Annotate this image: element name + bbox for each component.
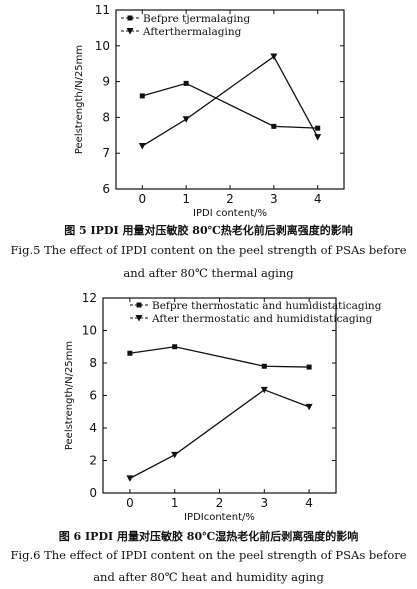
chart1-series-2-point (270, 53, 278, 61)
chart2-x-tick-label: 2 (216, 496, 224, 510)
chart2-y-tick-label: 4 (89, 421, 97, 435)
figure5-caption-en-line1: Fig.5 The effect of IPDI content on the … (10, 243, 407, 257)
chart1-series-2-point (182, 116, 190, 123)
chart1-y-axis-label: Peelstrength/N/25mm (74, 45, 85, 154)
figure5-caption-cn: 图 5 IPDI 用量对压敏胶 80℃热老化前后剥离强度的影响 (64, 224, 353, 237)
chart2-legend-marker-2 (135, 315, 143, 322)
chart1-series-2-line (141, 55, 319, 147)
chart2-series-2-point (171, 451, 179, 459)
chart1-x-tick-label: 1 (182, 192, 190, 206)
figure6-caption-en-line1: Fig.6 The effect of IPDI content on the … (10, 548, 407, 562)
chart2-series-1-point (127, 350, 133, 356)
chart2-y-tick-label: 8 (89, 356, 97, 370)
chart1-series-2-point (314, 134, 322, 141)
chart2-x-tick-label: 1 (171, 496, 179, 510)
chart2-y-tick-label: 6 (89, 389, 97, 403)
chart2-series-1-point (306, 364, 312, 370)
chart2-x-tick-label: 3 (260, 496, 268, 510)
chart1-x-tick-label: 3 (270, 192, 278, 206)
chart1-series-1 (139, 80, 321, 131)
chart1-series-2-point (138, 143, 146, 150)
chart1-y-tick-label: 10 (95, 39, 110, 53)
chart-humidity-aging: 0 1 2 3 4024681012IPDIcontent/%Peelstrength/… (64, 291, 382, 523)
chart2-y-tick-label: 12 (82, 291, 97, 305)
chart1-legend-label-2: Afterthermalaging (142, 26, 242, 38)
chart1-x-axis-label: IPDI content/% (193, 208, 267, 219)
chart2-x-tick-label: 0 (126, 496, 134, 510)
chart1-y-tick-label: 9 (102, 75, 110, 89)
chart2-x-axis-label: IPDIcontent/% (184, 512, 255, 523)
chart1-legend-marker-2 (126, 28, 134, 35)
chart1-series-1-point (183, 80, 189, 86)
chart-thermal-aging: 0 1 2 3 4 6 7 8 9 10 11 IPDI content/% Peelstrength/… (74, 3, 345, 219)
chart2-legend-label-2: After thermostatic and humidistaticaging (151, 313, 373, 325)
chart1-legend-label-1: Befpre tjermalaging (143, 13, 250, 25)
chart2-series-2 (126, 386, 313, 482)
chart2-legend-label-1: Befpre thermostatic and humidistaticagin… (152, 300, 382, 312)
chart1-y-tick-label: 11 (95, 3, 110, 17)
chart1-series-1-line (142, 82, 318, 129)
chart2-y-tick-label: 10 (82, 324, 97, 338)
chart1-y-tick-label: 6 (102, 182, 110, 196)
chart1-series-1-point (271, 123, 277, 129)
figure6-caption-en-line2: and after 80℃ heat and humidity aging (93, 570, 324, 584)
figure6-caption-cn: 图 6 IPDI 用量对压敏胶 80℃湿热老化前后剥离强度的影响 (58, 530, 359, 543)
chart1-series-1-point (139, 93, 145, 99)
chart2-legend-marker-1 (136, 302, 142, 308)
chart1-x-tick-label: 4 (314, 192, 322, 206)
chart2-x-tick-label: 4 (305, 496, 313, 510)
chart1-y-tick-label: 7 (102, 146, 110, 160)
chart1-series-1-point (315, 125, 321, 131)
chart2-y-tick-label: 2 (89, 454, 97, 468)
chart2-series-1-point (172, 344, 178, 350)
chart2-series-2-point (126, 475, 134, 482)
chart2-series-2-point (260, 386, 268, 394)
chart1-legend-marker-1 (127, 15, 133, 21)
chart1-series-2 (138, 53, 322, 150)
chart2-series-1 (127, 344, 312, 370)
chart1-x-tick-label: 0 (138, 192, 146, 206)
chart2-series-2-line (129, 389, 310, 479)
chart2-plot-frame (102, 297, 337, 494)
figure5-caption-en-line2: and after 80℃ thermal aging (123, 266, 294, 280)
chart2-series-1-point (261, 363, 267, 369)
chart2-y-axis-label: Peelstrength/N/25mm (64, 341, 75, 450)
chart1-y-tick-label: 8 (102, 110, 110, 124)
chart2-series-1-line (129, 346, 310, 368)
chart2-y-tick-label: 0 (89, 486, 97, 500)
chart1-x-tick-label: 2 (226, 192, 234, 206)
chart2-series-2-point (305, 403, 313, 411)
